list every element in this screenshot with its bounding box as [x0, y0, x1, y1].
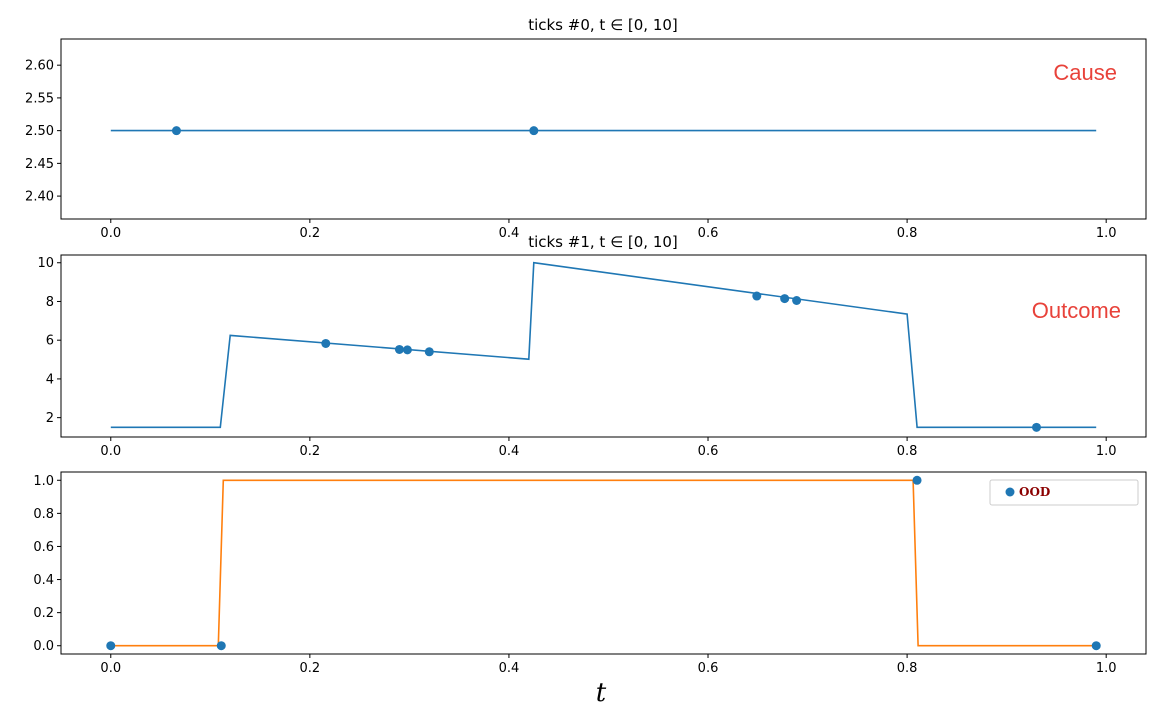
- x-tick-label: 0.2: [300, 444, 321, 459]
- legend-box: [989, 479, 1139, 506]
- y-tick-label: 0.6: [33, 540, 54, 555]
- annotation-outcome: Outcome: [1032, 298, 1121, 323]
- y-tick-label: 2: [46, 411, 54, 426]
- x-tick-label: 0.6: [698, 226, 719, 241]
- x-tick-label: 0.4: [499, 661, 520, 676]
- axes-frame: [60, 471, 1147, 655]
- x-ticks: 0.0 0.2 0.4 0.6 0.8 1.0: [100, 654, 1117, 676]
- y-tick-label: 2.60: [25, 59, 54, 74]
- x-tick-label: 0.4: [499, 226, 520, 241]
- series-points: [106, 475, 1101, 651]
- annotation-cause: Cause: [1053, 60, 1117, 85]
- data-point: [424, 347, 434, 357]
- x-tick-label: 0.0: [100, 661, 121, 676]
- data-point: [780, 294, 790, 304]
- x-tick-label: 0.8: [897, 444, 918, 459]
- y-tick-label: 0.2: [33, 606, 54, 621]
- x-tick-label: 0.0: [100, 226, 121, 241]
- y-tick-label: 6: [46, 334, 54, 349]
- data-point: [792, 296, 802, 305]
- x-tick-label: 1.0: [1096, 444, 1117, 459]
- legend: OOD: [989, 479, 1139, 506]
- y-tick-label: 4: [46, 372, 54, 387]
- x-tick-label: 0.0: [100, 444, 121, 459]
- x-axis-label: t: [596, 678, 607, 708]
- data-point: [529, 126, 539, 136]
- legend-marker: [1005, 487, 1015, 497]
- data-point: [912, 475, 922, 485]
- x-tick-label: 0.8: [897, 661, 918, 676]
- y-ticks: 2.40 2.45 2.50 2.55 2.60: [25, 59, 61, 205]
- x-tick-label: 1.0: [1096, 661, 1117, 676]
- y-tick-label: 2.45: [25, 157, 54, 172]
- series-points: [321, 291, 1042, 432]
- y-tick-label: 8: [46, 295, 54, 310]
- axes-frame: [60, 254, 1147, 438]
- y-ticks: 0.0 0.2 0.4 0.6 0.8 1.0: [33, 474, 61, 654]
- data-point: [402, 345, 412, 355]
- panel-ood: 0.0 0.2 0.4 0.6 0.8 1.0 0.0 0.2 0.4 0.6 0.8 1.0 OO…: [33, 471, 1147, 708]
- x-tick-label: 1.0: [1096, 226, 1117, 241]
- panel-title: ticks #1, t ∈ [0, 10]: [528, 233, 678, 251]
- y-tick-label: 0.0: [33, 639, 54, 654]
- x-tick-label: 0.6: [698, 444, 719, 459]
- panel-outcome: ticks #1, t ∈ [0, 10] Outcome 0.0 0.2 0.4 0…: [37, 233, 1147, 459]
- y-tick-label: 2.40: [25, 190, 54, 205]
- data-point: [394, 344, 404, 354]
- data-point: [106, 641, 116, 651]
- data-point: [752, 291, 762, 301]
- data-point: [1091, 641, 1101, 651]
- series-points: [171, 126, 539, 136]
- panel-title: ticks #0, t ∈ [0, 10]: [528, 16, 678, 34]
- x-tick-label: 0.2: [300, 226, 321, 241]
- series-line: [110, 479, 1097, 647]
- axes-frame: [60, 38, 1147, 220]
- y-tick-label: 10: [37, 256, 54, 271]
- data-point: [321, 338, 331, 348]
- x-ticks: 0.0 0.2 0.4 0.6 0.8 1.0: [100, 219, 1117, 241]
- x-tick-label: 0.4: [499, 444, 520, 459]
- y-tick-label: 2.50: [25, 124, 54, 139]
- y-tick-label: 0.8: [33, 507, 54, 522]
- panel-cause: ticks #0, t ∈ [0, 10] Cause 0.0 0.2 0.4 0.6…: [25, 16, 1147, 241]
- y-tick-label: 2.55: [25, 91, 54, 106]
- x-ticks: 0.0 0.2 0.4 0.6 0.8 1.0: [100, 437, 1117, 459]
- x-tick-label: 0.8: [897, 226, 918, 241]
- legend-label: OOD: [1019, 485, 1050, 499]
- x-tick-label: 0.2: [300, 661, 321, 676]
- y-tick-label: 1.0: [33, 474, 54, 489]
- x-tick-label: 0.6: [698, 661, 719, 676]
- data-point: [171, 126, 181, 136]
- y-tick-label: 0.4: [33, 573, 54, 588]
- series-line: [110, 261, 1097, 429]
- y-ticks: 2 4 6 8 10: [37, 256, 61, 426]
- data-point: [1032, 422, 1042, 432]
- data-point: [216, 641, 226, 651]
